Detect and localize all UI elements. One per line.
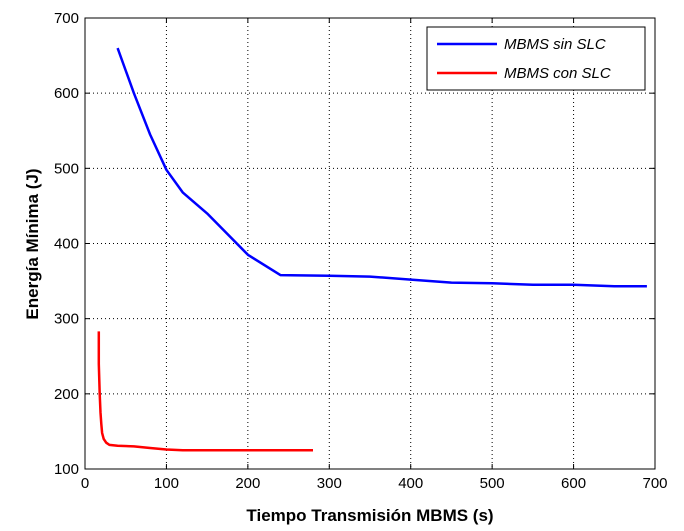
x-tick-label: 0 xyxy=(81,475,89,492)
grid xyxy=(85,18,655,469)
x-tick-label: 100 xyxy=(154,475,179,492)
legend: MBMS sin SLC MBMS con SLC xyxy=(426,26,646,91)
series-group xyxy=(97,47,647,452)
x-tick-label: 500 xyxy=(480,475,505,492)
legend-label-sin-slc: MBMS sin SLC xyxy=(504,36,606,53)
y-tick-label: 700 xyxy=(54,10,79,27)
x-tick-label: 700 xyxy=(642,475,667,492)
series-line-sin-slc xyxy=(116,47,647,288)
x-tick-label: 200 xyxy=(235,475,260,492)
ticks: 0 100 200 300 400 500 600 700100200300400500600… xyxy=(54,10,668,492)
y-tick-label: 300 xyxy=(54,311,79,328)
x-tick-label: 600 xyxy=(561,475,586,492)
y-tick-label: 400 xyxy=(54,236,79,253)
x-tick-label: 400 xyxy=(398,475,423,492)
y-tick-label: 600 xyxy=(54,85,79,102)
y-axis-label: Energía Mínima (J) xyxy=(23,168,42,319)
legend-box xyxy=(426,26,646,91)
series-line-con-slc xyxy=(97,331,313,452)
x-axis-label: Tiempo Transmisión MBMS (s) xyxy=(246,506,493,525)
y-tick-label: 100 xyxy=(54,461,79,478)
legend-label-con-slc: MBMS con SLC xyxy=(504,65,611,82)
x-tick-label: 300 xyxy=(317,475,342,492)
y-tick-label: 500 xyxy=(54,160,79,177)
y-tick-label: 200 xyxy=(54,386,79,403)
